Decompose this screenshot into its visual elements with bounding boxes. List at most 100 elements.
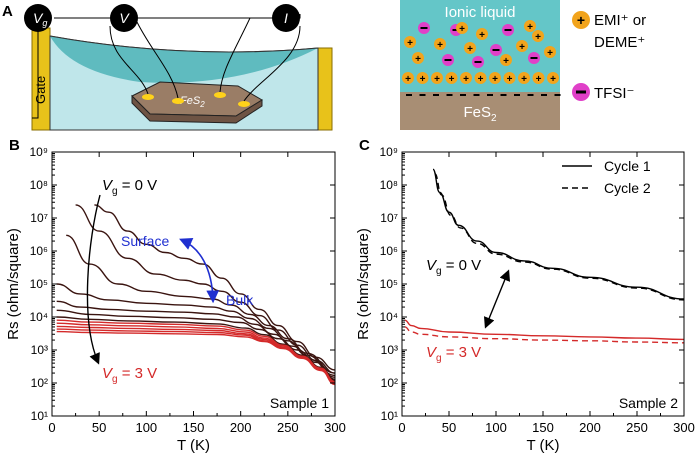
cation-ion (547, 72, 559, 84)
y-tick-label: 10⁸ (30, 178, 48, 192)
y-tick-label: 10⁵ (380, 277, 398, 291)
series-line-2 (434, 173, 684, 301)
series-line-4 (56, 283, 335, 377)
y-tick-label: 10⁶ (380, 244, 398, 258)
cation-ion (544, 46, 556, 58)
x-tick-label: 200 (230, 420, 252, 435)
substrate-charge (487, 94, 493, 96)
cation-ion (464, 42, 476, 54)
cation-sign: + (479, 30, 485, 41)
legend-label-cycle-1: Cycle 1 (604, 158, 651, 174)
contact-pad (238, 101, 250, 107)
anion-sign (492, 49, 500, 51)
x-tick-label: 50 (92, 420, 106, 435)
y-tick-label: 10⁴ (379, 310, 398, 324)
cation-ion (516, 40, 528, 52)
cation-sign: + (507, 74, 513, 85)
y-tick-label: 10³ (31, 343, 48, 357)
substrate-charge (433, 94, 439, 96)
vg-three-label: Vg = 3 V (426, 344, 481, 364)
substrate-charge (541, 94, 547, 96)
sample-label: Sample 2 (619, 395, 678, 411)
fes2-flake-side (131, 94, 263, 124)
y-tick-label: 10⁸ (380, 178, 398, 192)
cation-ion (532, 72, 545, 84)
wire (32, 30, 39, 119)
substrate-charge (527, 94, 534, 96)
cation-ion (404, 36, 416, 48)
cation-sign: + (519, 42, 525, 53)
vg-zero-label: Vg = 0 V (102, 177, 157, 197)
y-tick-label: 10⁹ (30, 145, 49, 159)
curves (404, 168, 684, 344)
x-tick-label: 150 (183, 420, 205, 435)
cation-ion (445, 72, 458, 84)
cation-sign: + (527, 22, 533, 33)
cation-ion (489, 72, 501, 84)
x-axis-label: T (K) (177, 437, 210, 454)
fes2-label: FeS2 (463, 104, 497, 124)
x-tick-label: 100 (135, 420, 157, 435)
vg-zero-label: Vg = 0 V (426, 257, 481, 277)
bath-rim (49, 35, 319, 53)
cation-ion (416, 72, 429, 84)
curves (56, 204, 335, 386)
x-tick-label: 250 (626, 420, 648, 435)
series-line-4 (404, 326, 684, 344)
cation-ion (456, 22, 468, 34)
x-tick-label: 300 (673, 420, 695, 435)
legend-label-cycle-2: Cycle 2 (604, 180, 651, 196)
wire (219, 17, 251, 93)
y-axis-label: Rs (ohm/square) (5, 228, 22, 340)
svg-text:V: V (119, 10, 130, 26)
ion-layer: + + + + + + + + + + ++ + ++++++ ++ + (402, 20, 561, 96)
series-line-5 (56, 300, 335, 378)
cation-sign: + (463, 74, 469, 85)
contact-pad (142, 94, 154, 100)
cation-sign: + (521, 74, 527, 85)
wire (243, 25, 301, 102)
series-line-7 (56, 316, 335, 382)
anion-sign (530, 57, 538, 59)
y-axis-label: Rs (ohm/square) (355, 228, 372, 340)
x-tick-label: 300 (324, 420, 346, 435)
ionic-liquid-label: Ionic liquid (445, 4, 516, 21)
panel-a: A Gate FeS2 Vg V (2, 0, 646, 131)
anion-sign (474, 61, 482, 63)
y-tick-label: 10² (381, 376, 398, 390)
substrate-charge (500, 94, 507, 96)
x-tick-label: 50 (442, 420, 456, 435)
cation-sign: + (492, 74, 498, 85)
cation-ion (434, 38, 446, 50)
bulk-label: Bulk (226, 292, 254, 308)
panel-label: B (9, 137, 20, 154)
fes2-flake-label: FeS2 (180, 95, 205, 109)
ionic-liquid-surface (50, 36, 318, 83)
legend: Cycle 1 Cycle 2 (562, 158, 651, 196)
cation-ion (476, 28, 488, 40)
sample-label: Sample 1 (270, 395, 329, 411)
cation-sign: + (535, 32, 541, 43)
panel-b-chart: B 0 50 100 150 200 250 300 10¹ 10² 10³ 10⁴ 10⁵ 10⁶ 10⁷… (5, 137, 346, 454)
x-tick-label: 0 (48, 420, 55, 435)
cation-sign: + (547, 48, 553, 59)
cation-sign: + (407, 38, 413, 49)
cation-ion (402, 72, 414, 84)
series-line-1 (432, 168, 684, 300)
cation-sign: + (415, 54, 421, 65)
cation-sign: + (478, 74, 484, 85)
cation-ion (474, 72, 487, 84)
cation-ion (500, 54, 512, 66)
y-tick-label: 10⁴ (29, 310, 48, 324)
series-line-3 (66, 234, 335, 374)
panel-label: C (359, 137, 370, 154)
cation-ion (503, 72, 516, 84)
y-tick-label: 10⁷ (380, 211, 398, 225)
y-tick-label: 10⁶ (30, 244, 48, 258)
x-tick-label: 250 (277, 420, 299, 435)
cation-sign: + (434, 74, 440, 85)
x-tick-label: 0 (398, 420, 405, 435)
y-tick-label: 10¹ (31, 409, 48, 423)
wire (54, 14, 301, 19)
